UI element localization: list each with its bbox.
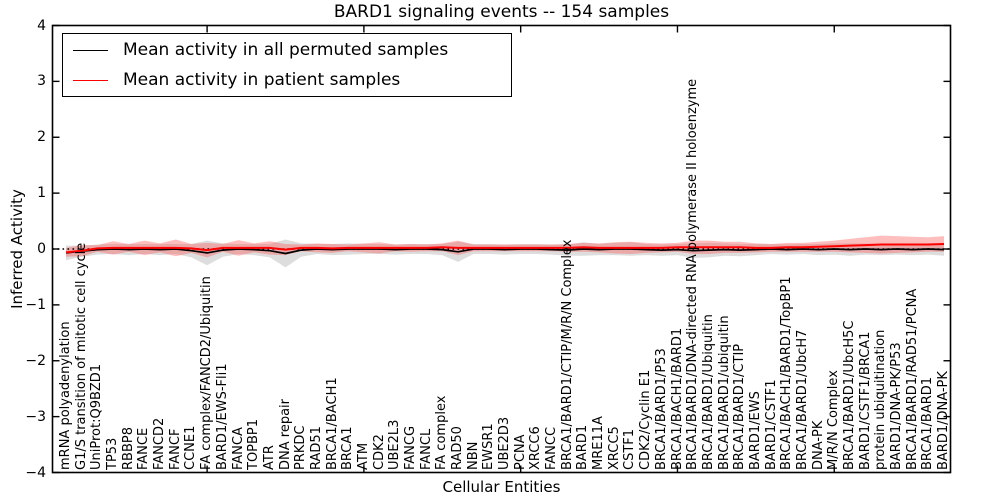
x-tick-label: XRCC6 (528, 426, 544, 470)
mean-line-0 (65, 248, 945, 255)
x-tick-label: ATM (355, 442, 371, 470)
x-tick-label: CCNE1 (183, 425, 199, 470)
x-tick-label: TOPBP1 (246, 418, 262, 470)
x-tick-label: PCNA (512, 434, 528, 470)
x-tick-label: G1/S transition of mitotic cell cycle (73, 242, 89, 470)
x-tick-label: BARD1/EWS-Fli1 (214, 363, 230, 471)
x-tick-label: DNA-PK (810, 420, 826, 470)
y-tick-label: −2 (25, 352, 46, 369)
x-tick-label: BRCA1/BARD1/DNA-directed RNA polymerase … (685, 78, 701, 470)
x-tick-label: BRCA1/BARD1/UbcH7 (794, 329, 810, 470)
x-tick-label: XRCC5 (606, 426, 622, 470)
x-tick-label: RAD50 (450, 426, 465, 470)
x-tick-label: FA complex (434, 395, 450, 470)
x-tick-label: BRCA1/BARD1/CTIP/M/R/N Complex (559, 239, 575, 470)
x-tick-label: FANCG (402, 425, 418, 470)
x-tick-label: BRCA1/BACH1/BARD1 (669, 327, 685, 470)
x-tick-label: BRCA1/BARD1/UbcH5C (841, 320, 857, 470)
x-tick-label: NBN (465, 441, 481, 470)
x-tick-label: BRCA1/BARD1/ubiquitin (716, 315, 732, 470)
x-tick-label: CSTF1 (622, 428, 638, 470)
x-tick-label: FANCL (418, 428, 434, 470)
x-tick-label: BRCA1 (340, 426, 356, 470)
x-tick-label: BARD1/DNA-PK (936, 371, 951, 470)
x-tick-label: BRCA1/BARD1 (920, 376, 936, 470)
x-tick-label: FANCE (136, 427, 152, 470)
x-tick-label: BRCA1/BACH1/BARD1/TopBP1 (779, 276, 795, 470)
y-tick-label: 4 (37, 17, 46, 34)
mean-line-1 (65, 243, 945, 254)
x-tick-label: BARD1 (575, 424, 591, 470)
x-tick-label: FA complex/FANCD2/Ubiquitin (199, 276, 215, 470)
y-tick-label: 2 (37, 129, 46, 146)
x-tick-label: DNA repair (277, 399, 293, 470)
x-tick-label: UBE2D3 (497, 416, 512, 470)
x-tick-label: protein ubiquitination (873, 329, 889, 470)
std-band-1 (66, 235, 944, 258)
legend-black-line-swatch (73, 49, 108, 51)
legend-label-permuted: Mean activity in all permuted samples (123, 40, 449, 60)
legend-item-permuted: Mean activity in all permuted samples (73, 38, 511, 62)
x-tick-label: FANCC (544, 426, 559, 470)
y-tick-label: 1 (37, 185, 46, 202)
x-tick-label: FANCF (167, 428, 183, 470)
x-tick-label: BRCA1/BARD1/CTIP (732, 343, 748, 470)
x-tick-label: M/R/N Complex (826, 370, 842, 470)
x-tick-label: BRCA1/BARD1/RAD51/PCNA (904, 288, 920, 470)
x-tick-label: BRCA1/BACH1 (324, 377, 340, 470)
legend-red-line-swatch (73, 79, 108, 81)
x-tick-label: BARD1/CSTF1/BRCA1 (857, 331, 873, 470)
y-tick-label: −1 (25, 296, 46, 313)
legend: Mean activity in all permuted samples Me… (62, 33, 512, 97)
x-tick-label: mRNA polyadenylation (58, 321, 73, 470)
x-tick-label: BARD1/CSTF1 (763, 379, 779, 470)
y-tick-label: −3 (25, 408, 46, 425)
x-tick-label: BARD1/EWS (747, 391, 763, 470)
y-tick-label: 0 (37, 241, 46, 257)
x-tick-label: FANCA (230, 427, 246, 470)
x-tick-label: MRE11A (591, 416, 607, 470)
x-tick-label: BRCA1/BARD1/P53 (653, 348, 669, 470)
x-tick-label: RBBP8 (120, 427, 136, 470)
y-tick-label: −4 (25, 464, 46, 481)
x-tick-label: RAD51 (308, 426, 324, 470)
x-tick-label: FANCD2 (152, 417, 168, 470)
x-tick-label: EWSR1 (481, 423, 497, 470)
x-tick-label: ATR (261, 445, 277, 470)
chart-title: BARD1 signaling events -- 154 samples (333, 2, 670, 22)
x-tick-label: TP53 (105, 437, 120, 470)
x-tick-label: CDK2 (371, 434, 387, 470)
x-tick-label: UniProt:Q9BZD1 (89, 363, 105, 470)
legend-label-patient: Mean activity in patient samples (123, 70, 401, 90)
x-tick-label: BARD1/DNA-PK/P53 (889, 342, 904, 470)
legend-item-patient: Mean activity in patient samples (73, 68, 511, 92)
x-tick-label: CDK2/Cyclin E1 (638, 369, 654, 470)
y-tick-label: 3 (37, 73, 46, 90)
x-tick-label: BRCA1/BARD1/Ubiquitin (700, 314, 716, 470)
x-axis-label: Cellular Entities (442, 478, 561, 496)
x-tick-label: UBE2L3 (387, 419, 403, 470)
x-tick-label: PRKDC (293, 425, 309, 470)
